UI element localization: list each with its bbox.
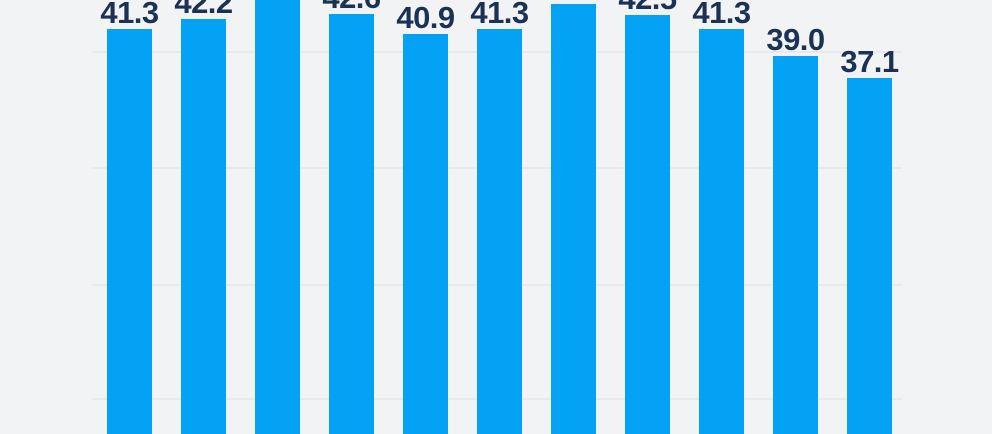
bar-value-label-11: 37.1: [840, 44, 899, 79]
bar-value-label-8: 42.5: [618, 0, 677, 14]
bar-7: [551, 4, 596, 434]
bar-6: [477, 29, 522, 434]
bar-2: [181, 19, 226, 434]
bar-value-label-4: 42.6: [322, 0, 381, 13]
bar-1: [107, 29, 152, 434]
bar-5: [403, 34, 448, 434]
bar-11: [847, 78, 892, 434]
bar-value-label-5: 40.9: [396, 0, 455, 35]
bar-value-label-10: 39.0: [766, 22, 825, 57]
bar-value-label-6: 41.3: [470, 0, 529, 30]
bar-value-label-2: 42.2: [174, 0, 233, 20]
bar-3: [255, 0, 300, 434]
bar-8: [625, 15, 670, 434]
bar-value-label-9: 41.3: [692, 0, 751, 30]
bar-value-label-1: 41.3: [100, 0, 159, 30]
bar-10: [773, 56, 818, 434]
bar-4: [329, 14, 374, 434]
bar-9: [699, 29, 744, 434]
